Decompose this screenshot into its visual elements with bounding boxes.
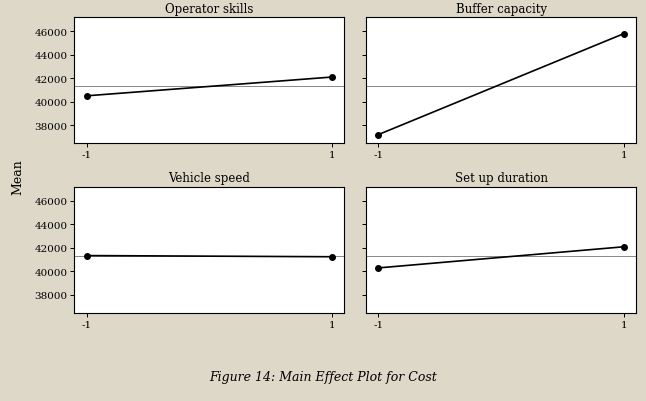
Title: Vehicle speed: Vehicle speed (169, 172, 251, 185)
Text: Mean: Mean (12, 159, 25, 194)
Title: Operator skills: Operator skills (165, 2, 254, 16)
Text: Figure 14: Main Effect Plot for Cost: Figure 14: Main Effect Plot for Cost (209, 371, 437, 383)
Title: Buffer capacity: Buffer capacity (455, 2, 547, 16)
Title: Set up duration: Set up duration (455, 172, 548, 185)
